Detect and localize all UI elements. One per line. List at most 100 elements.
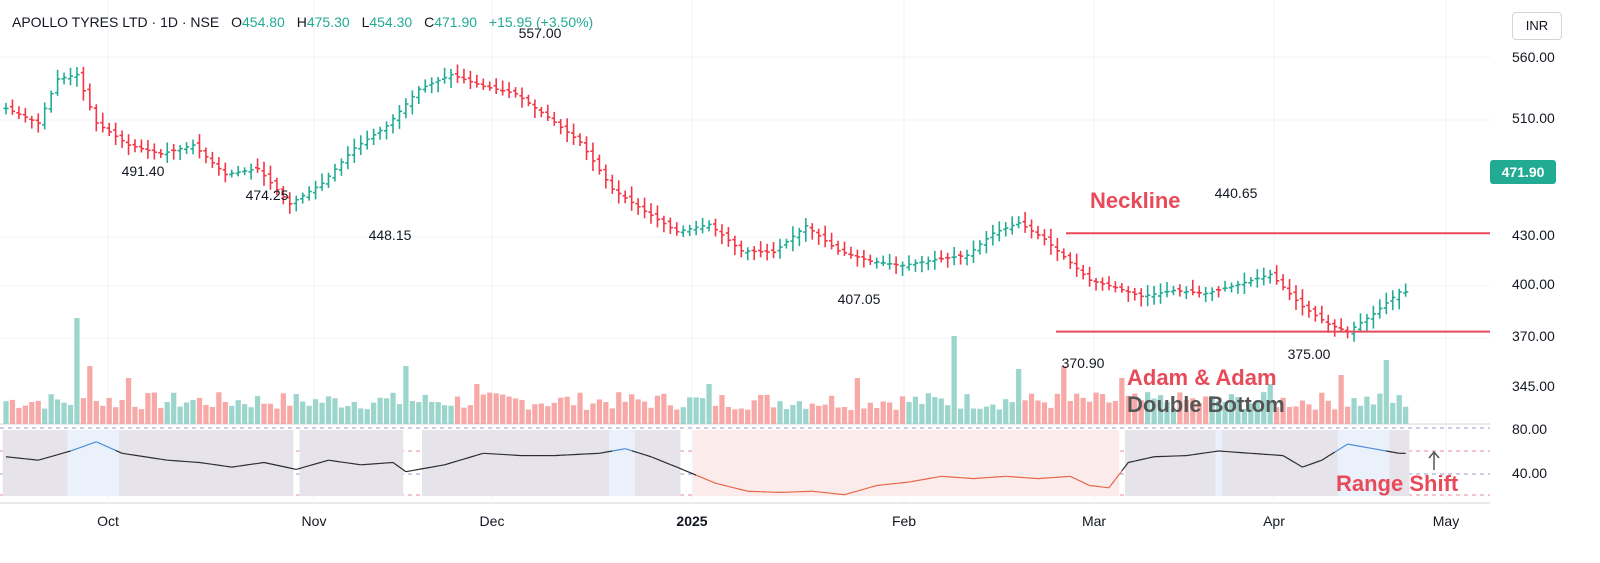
- volume-bar: [313, 399, 318, 424]
- volume-bar: [203, 405, 208, 424]
- volume-bar: [223, 402, 228, 424]
- volume-bar: [706, 384, 711, 424]
- volume-bar: [487, 393, 492, 424]
- volume-bar: [49, 394, 54, 424]
- rsi-shade: [100, 430, 107, 496]
- rsi-shade: [1183, 430, 1190, 496]
- volume-bar: [1332, 409, 1337, 424]
- rsi-shade: [635, 430, 642, 496]
- volume-bar: [1397, 395, 1402, 424]
- volume-bar: [990, 405, 995, 424]
- rsi-shade: [996, 430, 1003, 496]
- rsi-shade: [706, 430, 713, 496]
- volume-bar: [893, 410, 898, 424]
- currency-button[interactable]: INR: [1512, 12, 1562, 40]
- rsi-segment: [838, 494, 844, 495]
- volume-bar: [390, 393, 395, 424]
- rsi-shade: [1106, 430, 1113, 496]
- rsi-shade: [648, 430, 655, 496]
- volume-bar: [55, 399, 60, 424]
- volume-bar: [732, 409, 737, 424]
- volume-bar: [958, 409, 963, 424]
- volume-bar: [997, 409, 1002, 424]
- rsi-shade: [125, 430, 132, 496]
- rsi-segment: [412, 469, 418, 470]
- volume-bar: [1061, 366, 1066, 424]
- rsi-shade: [280, 430, 287, 496]
- rsi-shade: [880, 430, 887, 496]
- rsi-shade: [480, 430, 487, 496]
- rsi-shade: [1067, 430, 1074, 496]
- volume-bar: [558, 398, 563, 424]
- price-tick: 345.00: [1512, 378, 1555, 394]
- rsi-segment: [812, 491, 818, 492]
- rsi-shade: [590, 430, 597, 496]
- rsi-shade: [1177, 430, 1184, 496]
- volume-bar: [423, 395, 428, 424]
- rsi-segment: [883, 484, 889, 485]
- rsi-shade: [216, 430, 223, 496]
- rsi-shade: [738, 430, 745, 496]
- grid: [0, 0, 1490, 503]
- rsi-shade: [783, 430, 790, 496]
- rsi-shade: [944, 430, 951, 496]
- rsi-shade: [886, 430, 893, 496]
- rsi-shade: [990, 430, 997, 496]
- volume-bar: [590, 404, 595, 424]
- volume-bar: [687, 397, 692, 424]
- rsi-shade: [1299, 430, 1306, 496]
- rsi-shade: [422, 430, 429, 496]
- volume-bar: [1029, 394, 1034, 424]
- volume-bar: [565, 397, 570, 424]
- volume-bar: [1113, 401, 1118, 424]
- level-label: 440.65: [1215, 185, 1258, 201]
- rsi-shade: [158, 430, 165, 496]
- volume-bar: [1351, 398, 1356, 424]
- price-axis: 560.00 510.00 430.00 400.00 370.00 345.0…: [1512, 49, 1555, 481]
- rsi-shade: [80, 430, 87, 496]
- volume-bar: [145, 393, 150, 424]
- volume-bar: [545, 406, 550, 424]
- rsi-shade: [1306, 430, 1313, 496]
- volume-bar: [100, 406, 105, 424]
- rsi-shade: [745, 430, 752, 496]
- volume-bar: [294, 394, 299, 424]
- volume-bar: [745, 410, 750, 424]
- rsi-segment: [19, 458, 25, 459]
- volume-bar: [1287, 407, 1292, 424]
- rsi-shade: [287, 430, 294, 496]
- volume-bar: [803, 409, 808, 424]
- rsi-shade: [1144, 430, 1151, 496]
- level-label: 491.40: [122, 163, 165, 179]
- rsi-shade: [499, 430, 506, 496]
- rsi-shade: [1202, 430, 1209, 496]
- volume-bar: [300, 402, 305, 424]
- volume-bar: [481, 395, 486, 424]
- rsi-shade: [770, 430, 777, 496]
- volume-bar: [539, 404, 544, 424]
- rsi-shade: [957, 430, 964, 496]
- volume-bar: [739, 409, 744, 424]
- rsi-shade: [1041, 430, 1048, 496]
- rsi-shade: [628, 430, 635, 496]
- month-label: Nov: [302, 513, 327, 529]
- volume-bar: [132, 407, 137, 424]
- volume-bar: [874, 408, 879, 424]
- volume-bar: [352, 402, 357, 424]
- rsi-shade: [1028, 430, 1035, 496]
- volume-bar: [165, 402, 170, 424]
- volume-bar: [881, 401, 886, 424]
- volume-bar: [139, 409, 144, 424]
- volume-bar: [229, 406, 234, 424]
- volume-bar: [719, 395, 724, 424]
- volume-bar: [984, 407, 989, 424]
- rsi-shade: [641, 430, 648, 496]
- rsi-shade: [1286, 430, 1293, 496]
- rsi-shade: [1170, 430, 1177, 496]
- rsi-segment: [406, 471, 412, 472]
- volume-bar: [113, 407, 118, 424]
- volume-bar: [584, 410, 589, 424]
- neckline-annotation: Neckline: [1090, 188, 1181, 213]
- volume-bar: [919, 404, 924, 424]
- volume-bar: [474, 384, 479, 424]
